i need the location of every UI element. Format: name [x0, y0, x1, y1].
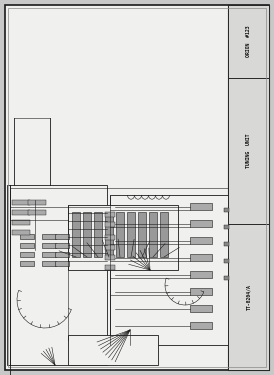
Bar	[12, 210, 30, 215]
Bar	[105, 222, 115, 227]
Bar	[138, 212, 146, 257]
Bar	[127, 212, 135, 257]
Bar	[105, 245, 115, 250]
Bar	[68, 335, 158, 365]
Bar	[55, 243, 69, 248]
Bar	[55, 234, 69, 239]
Bar	[12, 230, 30, 235]
Bar	[42, 252, 56, 257]
Bar	[190, 203, 212, 210]
Bar	[12, 200, 30, 205]
Bar	[20, 243, 34, 248]
Bar	[190, 220, 212, 227]
Bar	[224, 225, 229, 229]
Bar	[224, 242, 229, 246]
Bar	[105, 265, 115, 270]
Bar	[72, 212, 80, 257]
Bar	[55, 261, 69, 266]
Bar	[190, 254, 212, 261]
Bar	[105, 212, 115, 217]
Bar	[228, 5, 269, 78]
Bar	[94, 212, 102, 257]
Text: TUNING  UNIT: TUNING UNIT	[246, 134, 251, 168]
Bar	[20, 234, 34, 239]
Bar	[224, 276, 229, 280]
Bar	[55, 252, 69, 257]
Bar	[20, 261, 34, 266]
Bar	[116, 212, 124, 257]
Bar	[42, 261, 56, 266]
Bar	[228, 224, 269, 370]
Bar	[42, 234, 56, 239]
Bar	[110, 195, 228, 345]
Text: ORION  #123: ORION #123	[246, 26, 251, 57]
Bar	[228, 5, 269, 370]
Bar	[190, 322, 212, 329]
Bar	[190, 271, 212, 278]
Bar	[190, 237, 212, 244]
Bar	[149, 212, 157, 257]
Bar	[224, 208, 229, 212]
Bar	[105, 255, 115, 260]
Bar	[68, 205, 178, 270]
Bar	[42, 243, 56, 248]
Bar	[105, 235, 115, 240]
Bar	[228, 78, 269, 224]
Bar	[83, 212, 91, 257]
Bar	[105, 212, 113, 257]
Text: TT-0204/A: TT-0204/A	[246, 284, 251, 310]
Bar	[7, 185, 107, 365]
Bar	[28, 200, 46, 205]
Bar	[28, 210, 46, 215]
Bar	[224, 259, 229, 263]
Bar	[160, 212, 168, 257]
Bar	[12, 220, 30, 225]
Bar	[190, 305, 212, 312]
Bar	[190, 288, 212, 295]
Bar	[20, 252, 34, 257]
